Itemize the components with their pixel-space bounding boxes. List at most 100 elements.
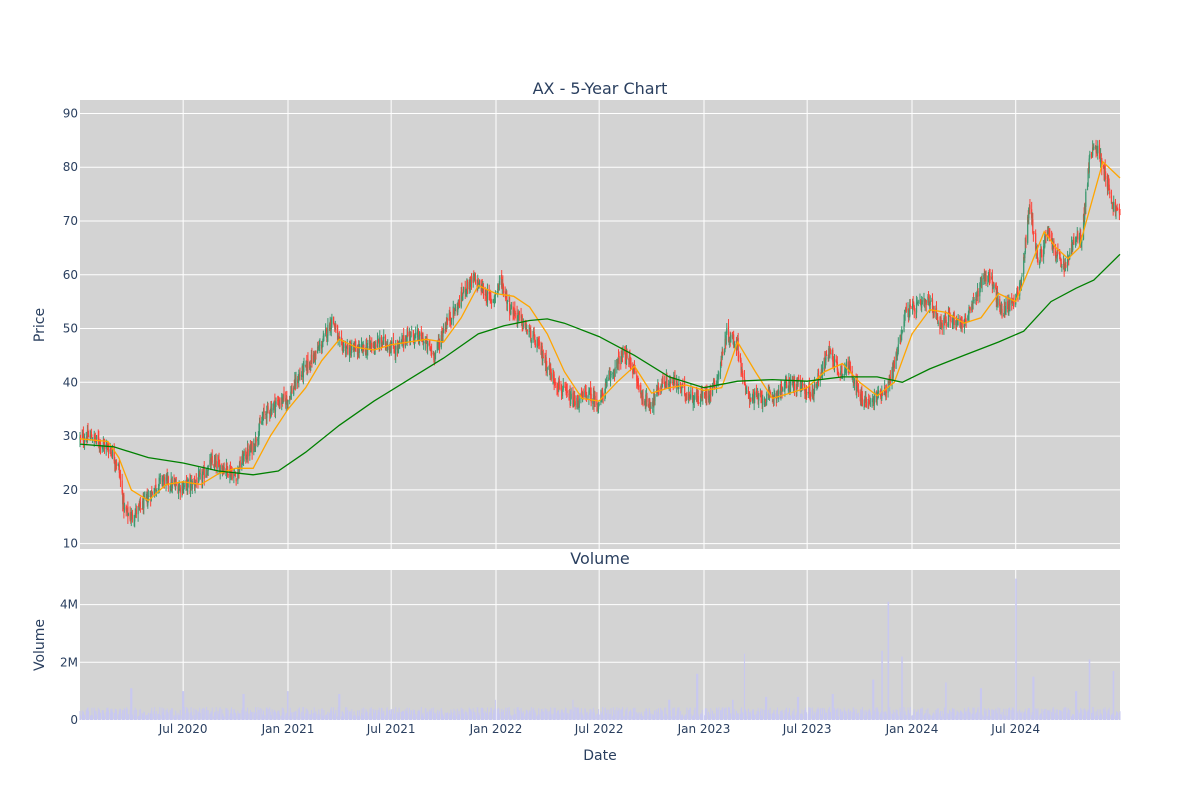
volume-bar (756, 710, 758, 720)
candle-body (127, 514, 130, 516)
candle-body (604, 383, 607, 396)
volume-bar (653, 710, 655, 720)
candle-body (230, 472, 232, 476)
volume-bar (327, 711, 329, 720)
price-y-axis-title: Price (32, 308, 48, 342)
volume-bar (787, 712, 789, 720)
volume-bar (573, 711, 575, 720)
volume-bar (681, 714, 683, 720)
x-tick-label: Jan 2022 (469, 722, 523, 736)
candle-body (748, 391, 750, 398)
volume-bar (195, 709, 197, 720)
volume-bar (964, 712, 966, 720)
volume-bar (501, 711, 503, 720)
candle-body (941, 323, 943, 328)
candle-body (358, 346, 360, 353)
volume-bar (219, 708, 221, 720)
volume-bar (983, 708, 985, 720)
volume-bar (553, 714, 555, 720)
volume-bar (81, 710, 83, 720)
volume-bar (786, 707, 788, 720)
candle-body (464, 287, 466, 294)
candle-body (380, 336, 383, 345)
volume-bar (194, 714, 196, 720)
candle-body (909, 304, 911, 307)
volume-bar (1116, 711, 1118, 720)
candle-body (909, 304, 911, 317)
volume-bar (235, 712, 237, 720)
volume-bar (217, 710, 219, 720)
volume-bar (624, 711, 626, 720)
candle-body (537, 342, 539, 346)
volume-bar (1111, 713, 1113, 720)
candle-body (957, 318, 959, 320)
volume-bar (166, 713, 168, 720)
volume-bar (996, 714, 998, 720)
candle-body (1025, 235, 1027, 243)
candle-body (1035, 233, 1037, 250)
candle-body (450, 320, 453, 322)
candle-body (282, 395, 284, 404)
volume-bar (147, 716, 149, 720)
volume-bar (732, 699, 734, 720)
volume-bar (672, 708, 674, 720)
candle-body (1049, 234, 1051, 238)
candle-body (829, 351, 831, 353)
volume-bar (1049, 709, 1051, 720)
volume-bar (346, 709, 348, 720)
candle-body (585, 391, 587, 394)
volume-bar (712, 714, 714, 720)
volume-bar (474, 711, 476, 720)
candle-body (711, 386, 714, 396)
volume-bar (853, 708, 855, 720)
volume-bar (532, 709, 534, 720)
volume-bar (852, 707, 854, 720)
volume-bar (243, 694, 245, 720)
candle-body (586, 394, 588, 400)
candle-body (758, 397, 760, 401)
volume-bar (1099, 709, 1101, 720)
candle-body (1027, 216, 1029, 243)
candle-body (664, 381, 666, 387)
candle-body (295, 377, 297, 387)
candle-body (427, 341, 429, 348)
volume-bar (960, 711, 962, 720)
volume-bar (388, 709, 390, 720)
candle-body (403, 335, 405, 345)
volume-bar (470, 709, 472, 720)
volume-bar (123, 708, 125, 720)
volume-bar (804, 712, 806, 720)
candle-body (129, 512, 131, 520)
candle-body (767, 392, 769, 396)
volume-bar (975, 713, 977, 720)
candle-body (787, 389, 789, 391)
volume-bar (186, 709, 188, 720)
volume-bar (1035, 708, 1037, 720)
candle-body (333, 323, 335, 325)
candle-body (367, 346, 369, 349)
volume-bar (117, 714, 119, 720)
volume-bar (398, 713, 400, 720)
volume-bar (721, 709, 723, 720)
volume-bar (995, 708, 997, 720)
volume-bar (366, 711, 368, 720)
volume-bar (758, 711, 760, 720)
volume-bar (513, 715, 515, 720)
volume-bar (661, 711, 663, 720)
candle-body (101, 446, 103, 448)
candle-body (383, 336, 385, 339)
candle-body (1029, 205, 1031, 210)
volume-bar (800, 714, 802, 720)
volume-bar (521, 714, 523, 720)
volume-bar (329, 712, 331, 720)
volume-bar (297, 716, 299, 720)
volume-bar (1088, 711, 1090, 720)
volume-bar (431, 708, 433, 720)
volume-bar (852, 716, 854, 720)
volume-bar (788, 708, 790, 720)
candle-body (293, 387, 295, 395)
volume-bar (151, 707, 153, 720)
volume-bar (729, 707, 731, 720)
candle-body (197, 474, 200, 483)
